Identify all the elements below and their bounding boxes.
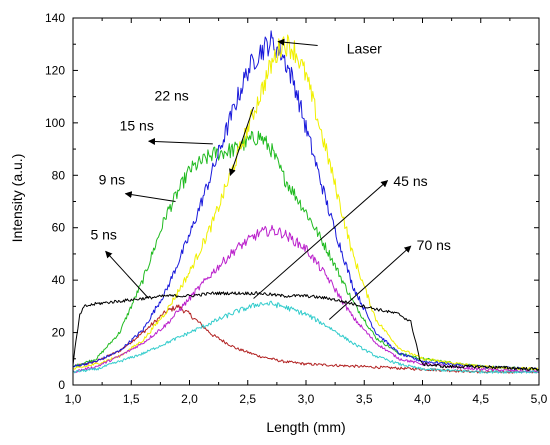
series-line-70-ns xyxy=(72,300,540,374)
series-line-45-ns xyxy=(72,224,539,374)
annotation-arrow-45-ns xyxy=(253,180,389,299)
axes-layer: 1,0 1,5 2,0 2,5 3,0 3,5 4,0 4,5 5,0 0 20 40 60 80 100 1… xyxy=(45,11,548,406)
y-tick-label: 20 xyxy=(52,326,66,340)
annotation-label-9-ns: 9 ns xyxy=(99,171,125,187)
series-line-laser xyxy=(72,291,540,371)
series-line-15-ns xyxy=(72,30,540,371)
x-tick-label: 2,5 xyxy=(239,392,256,406)
annotation-label-laser: Laser xyxy=(347,40,382,56)
y-tick-label: 40 xyxy=(52,273,66,287)
series-line-9-ns xyxy=(72,130,540,371)
labels-layer: Length (mm) Intensity (a.u.) xyxy=(9,154,346,435)
x-tick-label: 4,0 xyxy=(414,392,431,406)
x-tick-label: 1,5 xyxy=(123,392,140,406)
annotation-arrow-laser xyxy=(277,38,318,47)
y-axis-label: Intensity (a.u.) xyxy=(9,154,25,243)
series-layer xyxy=(72,30,540,374)
y-tick-label: 120 xyxy=(45,63,65,77)
y-tick-label: 140 xyxy=(45,11,65,25)
annotation-arrow-9-ns xyxy=(124,191,176,202)
x-tick-label: 3,0 xyxy=(298,392,315,406)
annotation-arrow-5-ns xyxy=(105,250,150,299)
x-tick-label: 5,0 xyxy=(531,392,548,406)
annotation-label-22-ns: 22 ns xyxy=(155,88,189,104)
series-line-22-ns xyxy=(72,34,540,371)
x-tick-label: 1,0 xyxy=(65,392,82,406)
annotation-arrow-15-ns xyxy=(148,137,213,145)
annotation-label-45-ns: 45 ns xyxy=(393,173,427,189)
y-tick-label: 100 xyxy=(45,116,65,130)
annotation-arrow-70-ns xyxy=(328,245,412,320)
annotation-label-15-ns: 15 ns xyxy=(120,118,154,134)
x-tick-label: 3,5 xyxy=(356,392,373,406)
series-line-5-ns xyxy=(72,304,540,374)
x-axis-label: Length (mm) xyxy=(266,419,345,435)
y-tick-label: 60 xyxy=(52,221,66,235)
annotation-arrow-22-ns xyxy=(229,106,255,176)
y-tick-label: 0 xyxy=(58,378,65,392)
annotation-label-5-ns: 5 ns xyxy=(90,227,116,243)
x-tick-label: 4,5 xyxy=(472,392,489,406)
x-tick-label: 2,0 xyxy=(181,392,198,406)
y-tick-label: 80 xyxy=(52,168,66,182)
annotation-label-70-ns: 70 ns xyxy=(417,237,451,253)
